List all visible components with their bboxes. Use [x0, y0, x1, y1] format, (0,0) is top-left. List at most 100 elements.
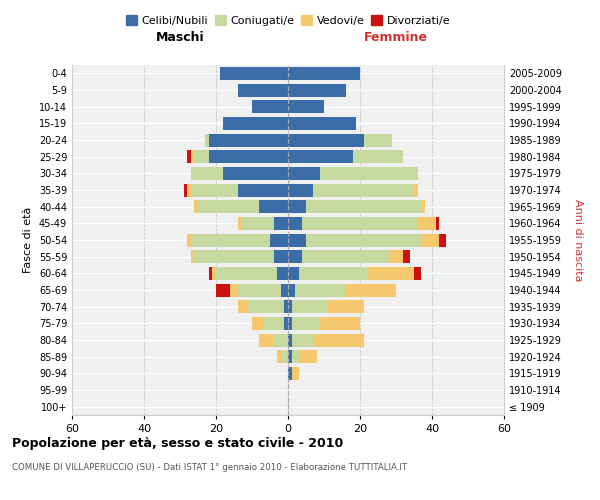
Text: Maschi: Maschi [155, 31, 205, 44]
Bar [191, 184, 238, 196]
Bar [320, 167, 418, 180]
Bar [414, 184, 418, 196]
Bar [216, 267, 277, 280]
Bar [288, 267, 299, 280]
Bar [313, 334, 364, 346]
Text: Femmine: Femmine [364, 31, 428, 44]
Bar [187, 150, 191, 163]
Bar [288, 234, 306, 246]
Bar [205, 134, 209, 146]
Bar [238, 217, 241, 230]
Bar [414, 267, 421, 280]
Bar [288, 167, 320, 180]
Bar [299, 267, 367, 280]
Bar [288, 350, 292, 363]
Bar [191, 234, 270, 246]
Bar [288, 334, 292, 346]
Bar [302, 217, 418, 230]
Bar [288, 150, 353, 163]
Bar [306, 200, 421, 213]
Bar [223, 167, 288, 180]
Bar [288, 184, 313, 196]
Bar [230, 284, 238, 296]
Bar [187, 234, 191, 246]
Bar [295, 284, 346, 296]
Bar [284, 317, 288, 330]
Bar [306, 234, 421, 246]
Bar [292, 350, 299, 363]
Bar [238, 284, 281, 296]
Bar [421, 234, 439, 246]
Bar [274, 250, 288, 263]
Y-axis label: Anni di nascita: Anni di nascita [573, 198, 583, 281]
Bar [436, 217, 439, 230]
Bar [194, 150, 209, 163]
Bar [187, 184, 191, 196]
Bar [439, 234, 446, 246]
Bar [288, 200, 306, 213]
Bar [248, 300, 284, 313]
Bar [194, 250, 274, 263]
Bar [274, 334, 288, 346]
Bar [263, 317, 284, 330]
Bar [184, 184, 187, 196]
Bar [259, 200, 288, 213]
Bar [292, 367, 299, 380]
Bar [288, 284, 295, 296]
Bar [418, 217, 436, 230]
Bar [292, 300, 328, 313]
Bar [238, 300, 248, 313]
Bar [292, 317, 320, 330]
Bar [198, 200, 259, 213]
Bar [277, 350, 281, 363]
Bar [288, 300, 292, 313]
Bar [367, 267, 414, 280]
Bar [241, 217, 274, 230]
Bar [284, 300, 288, 313]
Bar [288, 367, 292, 380]
Bar [299, 350, 317, 363]
Bar [209, 267, 212, 280]
Bar [270, 234, 288, 246]
Bar [281, 350, 288, 363]
Bar [191, 150, 194, 163]
Bar [209, 150, 288, 163]
Bar [288, 217, 302, 230]
Bar [252, 100, 288, 113]
Text: Popolazione per età, sesso e stato civile - 2010: Popolazione per età, sesso e stato civil… [12, 438, 343, 450]
Bar [328, 300, 364, 313]
Bar [288, 117, 356, 130]
Bar [277, 267, 288, 280]
Bar [389, 250, 403, 263]
Bar [320, 317, 360, 330]
Bar [194, 200, 198, 213]
Bar [288, 100, 324, 113]
Bar [220, 67, 288, 80]
Bar [274, 217, 288, 230]
Bar [346, 284, 396, 296]
Bar [216, 284, 230, 296]
Bar [259, 334, 274, 346]
Bar [223, 117, 288, 130]
Bar [252, 317, 263, 330]
Bar [288, 317, 292, 330]
Bar [302, 250, 389, 263]
Bar [238, 184, 288, 196]
Bar [288, 67, 360, 80]
Bar [209, 134, 288, 146]
Bar [191, 250, 194, 263]
Bar [421, 200, 425, 213]
Bar [288, 84, 346, 96]
Bar [212, 267, 216, 280]
Y-axis label: Fasce di età: Fasce di età [23, 207, 33, 273]
Text: COMUNE DI VILLAPERUCCIO (SU) - Dati ISTAT 1° gennaio 2010 - Elaborazione TUTTITA: COMUNE DI VILLAPERUCCIO (SU) - Dati ISTA… [12, 462, 407, 471]
Bar [353, 150, 403, 163]
Legend: Celibi/Nubili, Coniugati/e, Vedovi/e, Divorziati/e: Celibi/Nubili, Coniugati/e, Vedovi/e, Di… [121, 11, 455, 30]
Bar [281, 284, 288, 296]
Bar [292, 334, 313, 346]
Bar [288, 250, 302, 263]
Bar [288, 134, 364, 146]
Bar [364, 134, 392, 146]
Bar [238, 84, 288, 96]
Bar [313, 184, 414, 196]
